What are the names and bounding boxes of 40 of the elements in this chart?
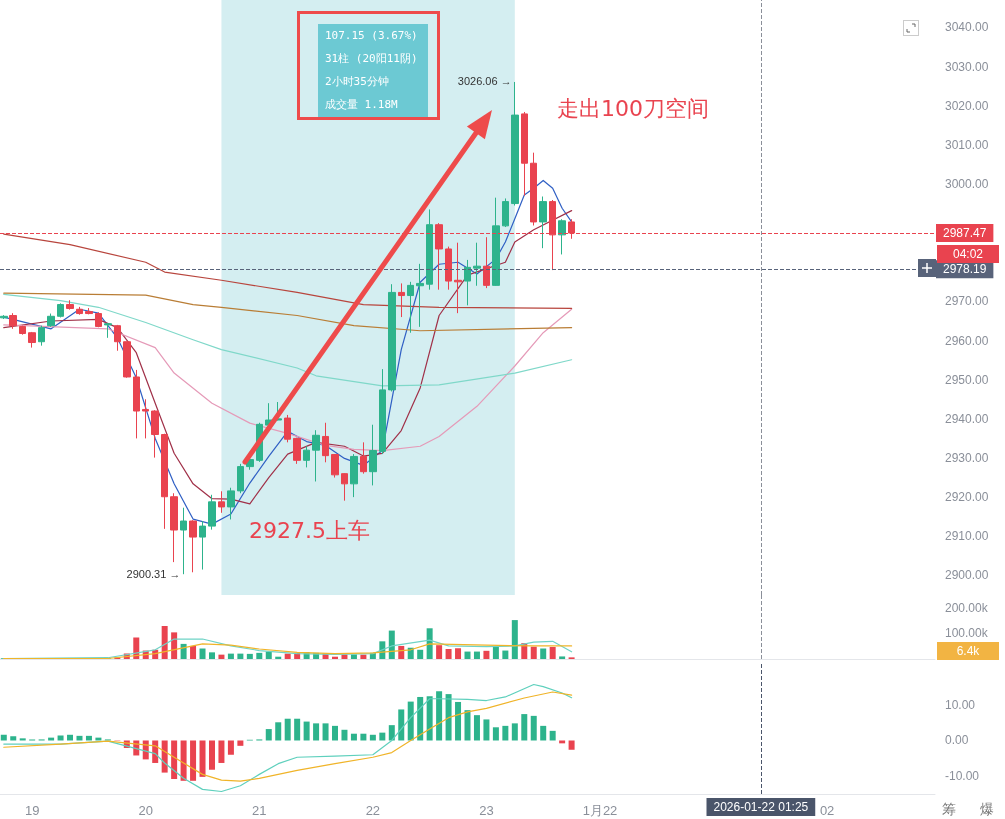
- annotation: 2927.5上车: [249, 518, 370, 545]
- annotation: 31柱 (20阳11阴): [325, 52, 418, 66]
- x-tick-label: 02: [819, 803, 835, 818]
- y-tick-label: 100.00k: [945, 626, 989, 641]
- y-tick-label: 3000.00: [945, 176, 989, 191]
- text: 04:02: [937, 245, 999, 264]
- ref-line-label: 2978.19: [943, 262, 987, 277]
- text: 筹: [942, 801, 956, 818]
- y-tick-label: 2920.00: [945, 490, 989, 505]
- x-tick-label: 19: [24, 803, 40, 818]
- annotation: 2小时35分钟: [325, 75, 389, 89]
- x-tick-label: 23: [479, 803, 494, 818]
- y-tick-label: 2900.00: [945, 568, 989, 583]
- annotation: 成交量 1.18M: [325, 98, 398, 112]
- annotation: 107.15 (3.67%): [325, 29, 418, 43]
- y-tick-label: 3030.00: [945, 59, 989, 74]
- annotation: 2900.31 →: [126, 567, 181, 581]
- y-tick-label: 3040.00: [945, 20, 989, 35]
- x-tick-label: 21: [252, 803, 267, 818]
- x-tick-label: 20: [138, 803, 153, 818]
- annotation: 3026.06 →: [457, 75, 512, 89]
- text: 爆: [980, 801, 994, 818]
- y-tick-label: 2950.00: [945, 372, 989, 387]
- y-tick-label: 2970.00: [945, 294, 989, 309]
- text: 6.4k: [937, 642, 999, 661]
- y-tick-label: -10.00: [945, 769, 980, 784]
- ref-line-label: 2987.47: [943, 226, 987, 241]
- x-tick-label: 1月22: [582, 803, 618, 818]
- y-tick-label: 2930.00: [945, 450, 989, 465]
- y-tick-label: 2940.00: [945, 411, 989, 426]
- y-tick-label: 2960.00: [945, 333, 989, 348]
- y-tick-label: 200.00k: [945, 600, 989, 615]
- x-tick-label: 22: [365, 803, 381, 818]
- y-tick-label: 2910.00: [945, 529, 989, 544]
- y-tick-label: 3010.00: [945, 137, 989, 152]
- y-tick-label: 0.00: [945, 733, 969, 748]
- y-tick-label: 10.00: [945, 697, 976, 712]
- annotation: 走出100刀空间: [557, 96, 709, 123]
- y-tick-label: 3020.00: [945, 98, 989, 113]
- ref-line-label: 2026-01-22 01:25: [713, 800, 809, 814]
